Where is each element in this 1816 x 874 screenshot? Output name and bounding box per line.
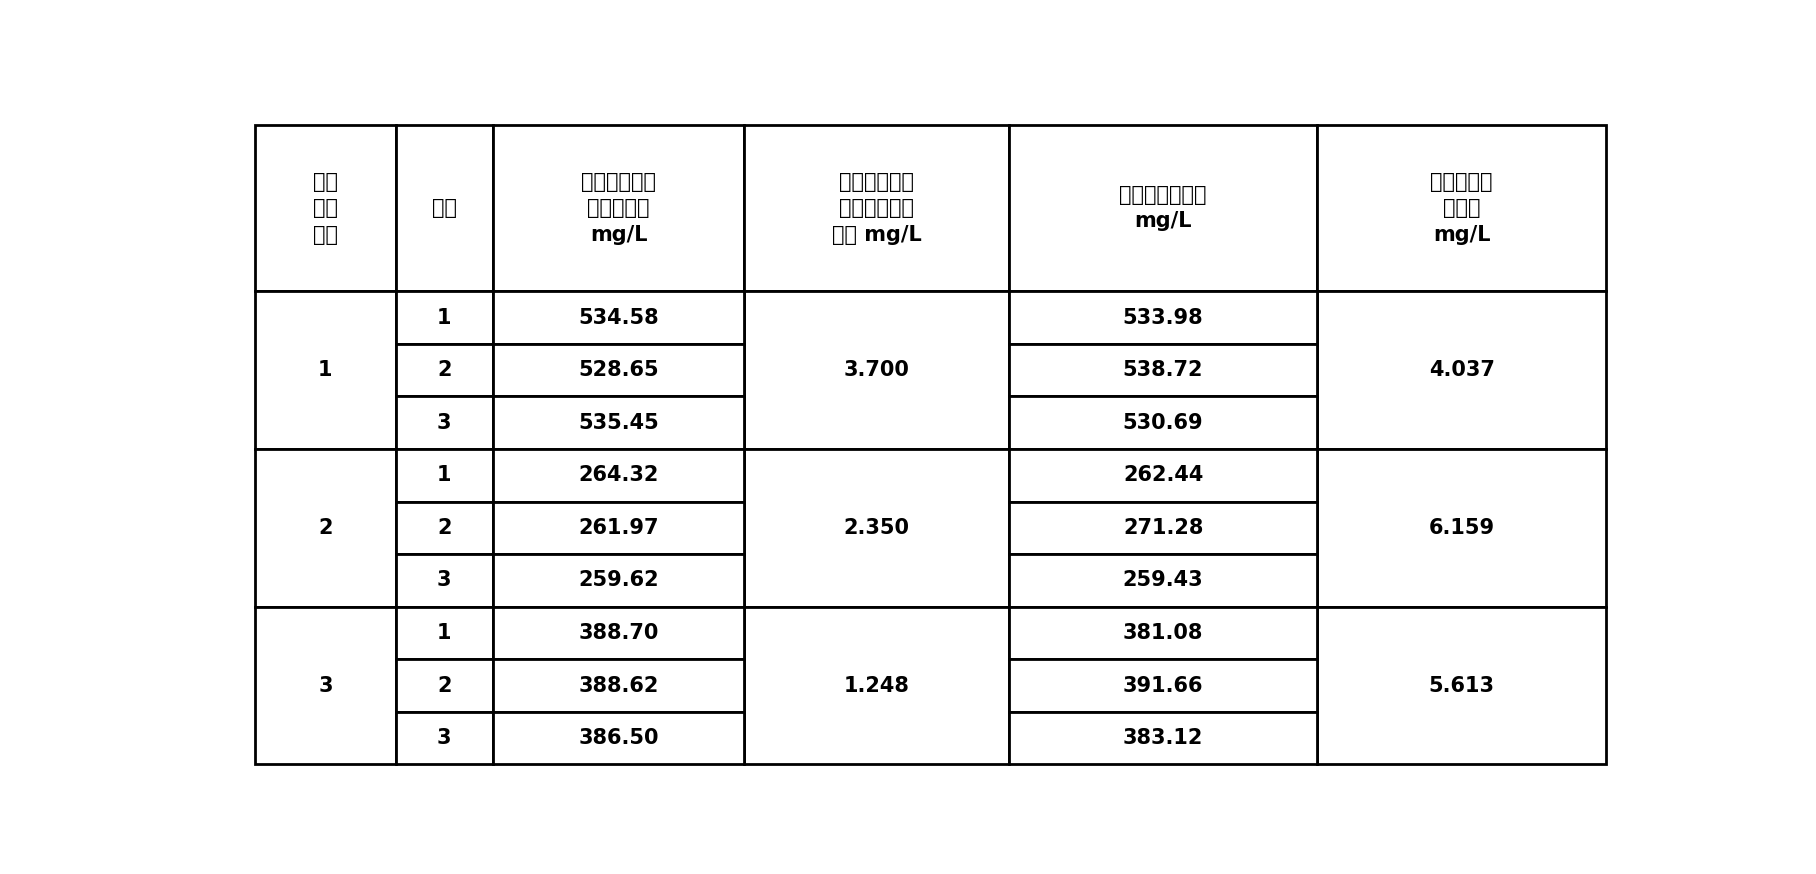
- Text: 3.700: 3.700: [844, 360, 910, 380]
- Text: 1: 1: [318, 360, 332, 380]
- Text: 262.44: 262.44: [1122, 465, 1204, 485]
- Bar: [1010, 449, 1317, 502]
- Bar: [745, 607, 1010, 765]
- Bar: [396, 607, 492, 659]
- Bar: [745, 449, 1010, 607]
- Bar: [492, 554, 745, 607]
- Text: 3: 3: [318, 676, 332, 696]
- Bar: [492, 397, 745, 449]
- Bar: [1010, 502, 1317, 554]
- Text: 3: 3: [438, 571, 452, 591]
- Text: 530.69: 530.69: [1122, 413, 1204, 433]
- Text: 1: 1: [438, 623, 452, 643]
- Bar: [492, 125, 745, 291]
- Text: 1.248: 1.248: [844, 676, 910, 696]
- Text: 391.66: 391.66: [1122, 676, 1204, 696]
- Text: 2: 2: [438, 518, 452, 538]
- Text: 2: 2: [438, 676, 452, 696]
- Bar: [492, 659, 745, 711]
- Text: 383.12: 383.12: [1122, 728, 1204, 748]
- Text: 2: 2: [318, 518, 332, 538]
- Bar: [1317, 449, 1607, 607]
- Text: 6.159: 6.159: [1429, 518, 1495, 538]
- Bar: [396, 502, 492, 554]
- Bar: [1317, 291, 1607, 449]
- Text: 381.08: 381.08: [1122, 623, 1204, 643]
- Bar: [1010, 711, 1317, 765]
- Text: 4.037: 4.037: [1429, 360, 1495, 380]
- Text: 535.45: 535.45: [577, 413, 659, 433]
- Text: 388.70: 388.70: [579, 623, 659, 643]
- Bar: [1010, 554, 1317, 607]
- Bar: [1317, 125, 1607, 291]
- Text: 533.98: 533.98: [1122, 308, 1204, 328]
- Text: 国标法测定
标准差
mg/L: 国标法测定 标准差 mg/L: [1431, 172, 1493, 245]
- Bar: [492, 449, 745, 502]
- Bar: [492, 291, 745, 343]
- Bar: [745, 291, 1010, 449]
- Bar: [1010, 125, 1317, 291]
- Text: 538.72: 538.72: [1122, 360, 1204, 380]
- Bar: [396, 659, 492, 711]
- Bar: [492, 711, 745, 765]
- Text: 2: 2: [438, 360, 452, 380]
- Bar: [1010, 343, 1317, 397]
- Bar: [254, 291, 396, 449]
- Bar: [396, 125, 492, 291]
- Bar: [396, 291, 492, 343]
- Bar: [492, 607, 745, 659]
- Text: 1: 1: [438, 308, 452, 328]
- Text: 528.65: 528.65: [577, 360, 659, 380]
- Bar: [1010, 291, 1317, 343]
- Text: 3: 3: [438, 413, 452, 433]
- Text: 硝基苯胺退色
法测定数据标
准差 mg/L: 硝基苯胺退色 法测定数据标 准差 mg/L: [832, 172, 921, 245]
- Bar: [1010, 607, 1317, 659]
- Bar: [396, 449, 492, 502]
- Text: 1: 1: [438, 465, 452, 485]
- Bar: [396, 711, 492, 765]
- Text: 386.50: 386.50: [577, 728, 659, 748]
- Text: 2.350: 2.350: [844, 518, 910, 538]
- Text: 264.32: 264.32: [579, 465, 659, 485]
- Bar: [254, 449, 396, 607]
- Text: 261.97: 261.97: [577, 518, 659, 538]
- Bar: [492, 502, 745, 554]
- Bar: [1010, 659, 1317, 711]
- Bar: [396, 343, 492, 397]
- Text: 259.43: 259.43: [1122, 571, 1204, 591]
- Text: 5.613: 5.613: [1429, 676, 1495, 696]
- Bar: [1317, 607, 1607, 765]
- Text: 534.58: 534.58: [577, 308, 659, 328]
- Bar: [254, 125, 396, 291]
- Bar: [396, 554, 492, 607]
- Text: 388.62: 388.62: [579, 676, 659, 696]
- Text: 重复: 重复: [432, 198, 458, 218]
- Text: 271.28: 271.28: [1122, 518, 1204, 538]
- Bar: [254, 607, 396, 765]
- Bar: [396, 397, 492, 449]
- Text: 国标法测定浓度
mg/L: 国标法测定浓度 mg/L: [1119, 185, 1208, 232]
- Text: 被测
样品
序号: 被测 样品 序号: [312, 172, 338, 245]
- Text: 3: 3: [438, 728, 452, 748]
- Bar: [745, 125, 1010, 291]
- Bar: [492, 343, 745, 397]
- Bar: [1010, 397, 1317, 449]
- Text: 259.62: 259.62: [577, 571, 659, 591]
- Text: 硝基苯胺退色
法测定浓度
mg/L: 硝基苯胺退色 法测定浓度 mg/L: [581, 172, 656, 245]
